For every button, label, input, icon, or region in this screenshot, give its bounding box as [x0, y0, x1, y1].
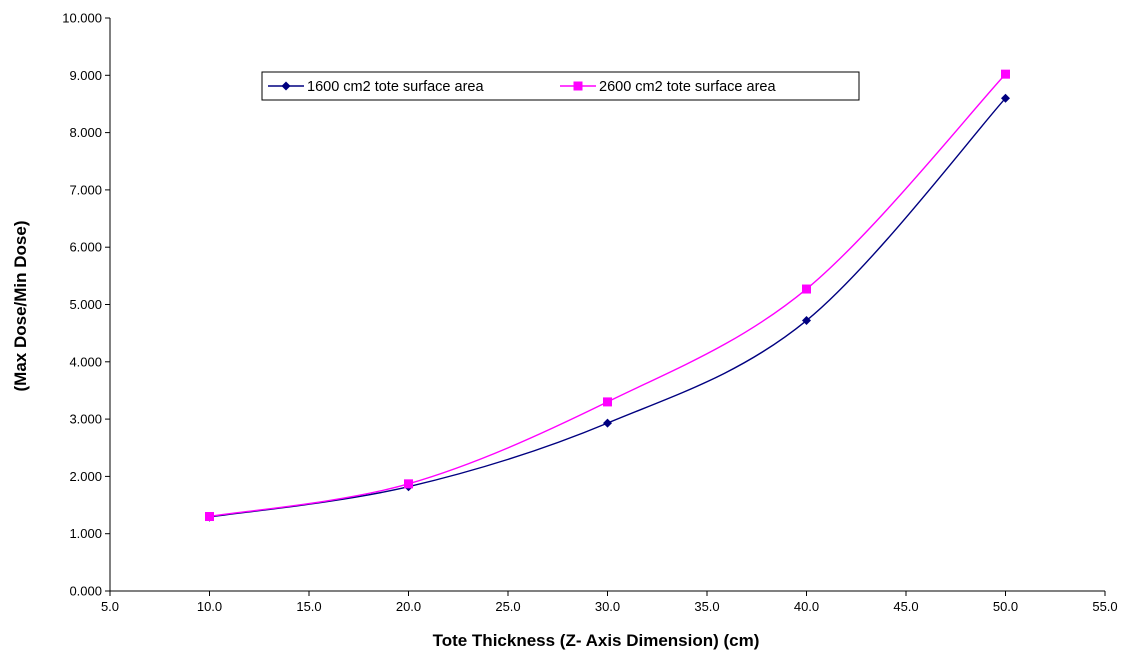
x-tick-label: 10.0	[197, 599, 222, 614]
x-tick-label: 25.0	[495, 599, 520, 614]
y-tick-label: 4.000	[69, 354, 102, 369]
x-tick-label: 50.0	[993, 599, 1018, 614]
data-point	[802, 316, 811, 326]
data-point	[603, 397, 612, 407]
y-tick-label: 9.000	[69, 68, 102, 83]
data-point	[205, 512, 214, 522]
series-1	[205, 93, 1010, 522]
x-axis-ticks: 5.0 10.0 15.0 20.0 25.0 30.0 35.0 40.0 45.0 50.0 5…	[101, 591, 1118, 614]
series-line	[209, 97, 1007, 518]
x-axis-title: Tote Thickness (Z- Axis Dimension) (cm)	[433, 631, 760, 650]
series-2	[205, 69, 1010, 522]
y-tick-label: 2.000	[69, 469, 102, 484]
legend-label: 1600 cm2 tote surface area	[307, 79, 484, 95]
legend-item: 2600 cm2 tote surface area	[560, 79, 776, 95]
legend-label: 2600 cm2 tote surface area	[599, 79, 776, 95]
x-tick-label: 30.0	[595, 599, 620, 614]
y-tick-label: 10.000	[62, 11, 102, 26]
series-layer	[205, 69, 1010, 522]
x-tick-label: 45.0	[893, 599, 918, 614]
y-tick-label: 1.000	[69, 526, 102, 541]
x-tick-label: 20.0	[396, 599, 421, 614]
y-tick-label: 0.000	[69, 584, 102, 599]
y-axis-ticks: 0.000 1.000 2.000 3.000 4.000 5.000 6.000 7.000…	[62, 11, 110, 599]
legend-marker	[281, 81, 291, 91]
y-axis-title: (Max Dose/Min Dose)	[11, 221, 30, 392]
data-point	[603, 418, 612, 428]
data-point	[1001, 93, 1010, 103]
axes	[109, 18, 1105, 592]
data-point	[1001, 69, 1010, 79]
x-tick-label: 40.0	[794, 599, 819, 614]
data-point	[404, 479, 413, 489]
y-tick-label: 8.000	[69, 125, 102, 140]
legend-item: 1600 cm2 tote surface area	[268, 79, 484, 95]
legend: 1600 cm2 tote surface area 2600 cm2 tote …	[261, 71, 860, 101]
legend-marker	[573, 81, 583, 91]
x-tick-label: 15.0	[296, 599, 321, 614]
data-point	[802, 284, 811, 294]
legend-items: 1600 cm2 tote surface area 2600 cm2 tote …	[268, 79, 776, 95]
y-tick-label: 6.000	[69, 240, 102, 255]
y-tick-label: 3.000	[69, 412, 102, 427]
x-tick-label: 55.0	[1092, 599, 1117, 614]
y-tick-label: 7.000	[69, 182, 102, 197]
x-tick-label: 5.0	[101, 599, 119, 614]
series-line	[209, 73, 1007, 518]
x-tick-label: 35.0	[694, 599, 719, 614]
y-tick-label: 5.000	[69, 297, 102, 312]
